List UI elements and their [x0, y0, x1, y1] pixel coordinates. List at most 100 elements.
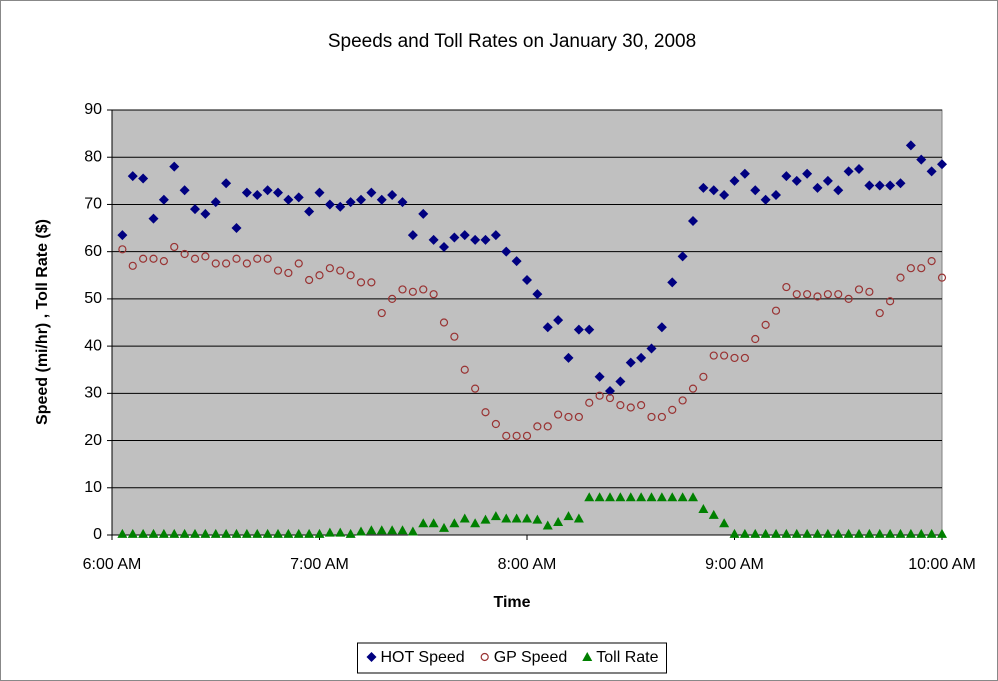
diamond-marker — [843, 166, 854, 177]
diamond-marker — [605, 385, 615, 396]
triangle-marker — [262, 528, 273, 538]
triangle-marker — [771, 528, 781, 538]
diamond-marker — [138, 173, 149, 184]
diamond-marker — [449, 232, 460, 243]
circle-marker — [388, 294, 397, 303]
circle-marker — [917, 264, 926, 273]
triangle-marker — [376, 525, 387, 535]
triangle-marker — [822, 528, 833, 538]
triangle-marker — [179, 528, 190, 538]
triangle-marker — [439, 522, 449, 532]
circle-marker — [637, 401, 646, 410]
diamond-marker — [739, 168, 750, 179]
triangle-marker — [573, 513, 584, 523]
diamond-marker — [221, 178, 232, 189]
triangle-marker — [117, 528, 128, 538]
circle-marker — [480, 652, 489, 662]
y-axis-title: Speed (mi/hr) , Toll Rate ($) — [34, 219, 51, 425]
diamond-marker — [750, 185, 761, 196]
diamond-marker — [708, 185, 719, 196]
circle-marker — [626, 403, 635, 412]
diamond-marker — [397, 197, 408, 208]
triangle-marker — [532, 514, 543, 524]
triangle-marker — [656, 492, 667, 502]
circle-marker — [367, 278, 376, 287]
triangle-marker — [874, 528, 885, 538]
circle-marker — [554, 410, 563, 419]
triangle-marker — [854, 528, 864, 538]
triangle-marker — [324, 527, 335, 537]
circle-marker — [429, 290, 438, 299]
triangle-marker — [708, 509, 719, 519]
triangle-marker — [553, 517, 564, 527]
diamond-marker — [480, 234, 491, 245]
diamond-marker — [356, 194, 366, 205]
diamond-marker — [522, 275, 532, 285]
diamond-marker — [864, 180, 875, 191]
diamond-marker — [573, 324, 584, 335]
circle-marker — [305, 275, 314, 285]
triangle-marker — [916, 528, 927, 538]
triangle-marker — [833, 528, 844, 538]
y-tick-label: 90 — [84, 101, 102, 118]
circle-marker — [139, 254, 148, 263]
diamond-marker — [719, 190, 730, 200]
circle-marker — [616, 401, 625, 410]
y-tick-label: 70 — [84, 196, 102, 213]
circle-marker — [782, 282, 791, 292]
circle-marker — [647, 412, 656, 422]
circle-marker — [792, 290, 801, 299]
triangle-marker — [480, 514, 491, 524]
triangle-marker — [501, 513, 512, 523]
triangle-marker — [677, 492, 688, 502]
triangle-marker — [459, 513, 470, 523]
circle-marker — [834, 290, 843, 299]
circle-marker — [585, 398, 594, 407]
circle-marker — [688, 384, 698, 393]
circle-marker — [408, 287, 417, 296]
diamond-marker — [158, 194, 169, 205]
circle-marker — [263, 254, 272, 263]
triangle-marker — [314, 528, 325, 538]
triangle-marker — [127, 528, 138, 538]
diamond-marker — [812, 182, 823, 193]
diamond-marker — [490, 230, 501, 241]
diamond-marker — [511, 256, 522, 267]
circle-marker — [336, 266, 345, 275]
legend-label: HOT Speed — [381, 649, 465, 666]
diamond-marker — [781, 171, 792, 182]
diamond-marker — [905, 140, 916, 151]
triangle-marker — [802, 528, 813, 538]
circle-marker — [450, 332, 459, 341]
circle-marker — [564, 412, 573, 422]
diamond-marker — [636, 352, 647, 363]
diamond-marker — [916, 154, 927, 165]
diamond-marker — [210, 197, 221, 208]
circle-marker — [657, 412, 666, 422]
diamond-marker — [366, 187, 377, 198]
circle-marker — [377, 308, 386, 318]
diamond-marker — [324, 199, 335, 210]
circle-marker — [720, 351, 729, 360]
diamond-marker — [885, 180, 896, 191]
diamond-marker — [584, 324, 595, 335]
circle-marker — [678, 396, 687, 405]
triangle-marker — [781, 528, 792, 538]
diamond-marker — [345, 197, 356, 208]
circle-marker — [803, 290, 812, 299]
triangle-marker — [582, 652, 593, 661]
triangle-marker — [252, 528, 263, 538]
diamond-marker — [127, 171, 138, 182]
x-tick-label: 9:00 AM — [705, 556, 764, 573]
triangle-marker — [273, 528, 283, 538]
triangle-marker — [304, 528, 315, 538]
triangle-marker — [470, 518, 481, 528]
triangle-marker — [283, 528, 294, 538]
circle-marker — [159, 257, 168, 266]
triangle-marker — [231, 528, 242, 538]
circle-marker — [439, 318, 449, 327]
diamond-marker — [563, 352, 574, 363]
diamond-marker — [553, 315, 564, 326]
circle-marker — [927, 257, 936, 266]
